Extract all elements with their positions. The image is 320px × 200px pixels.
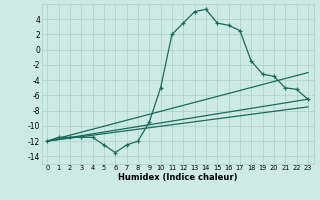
X-axis label: Humidex (Indice chaleur): Humidex (Indice chaleur) [118, 173, 237, 182]
